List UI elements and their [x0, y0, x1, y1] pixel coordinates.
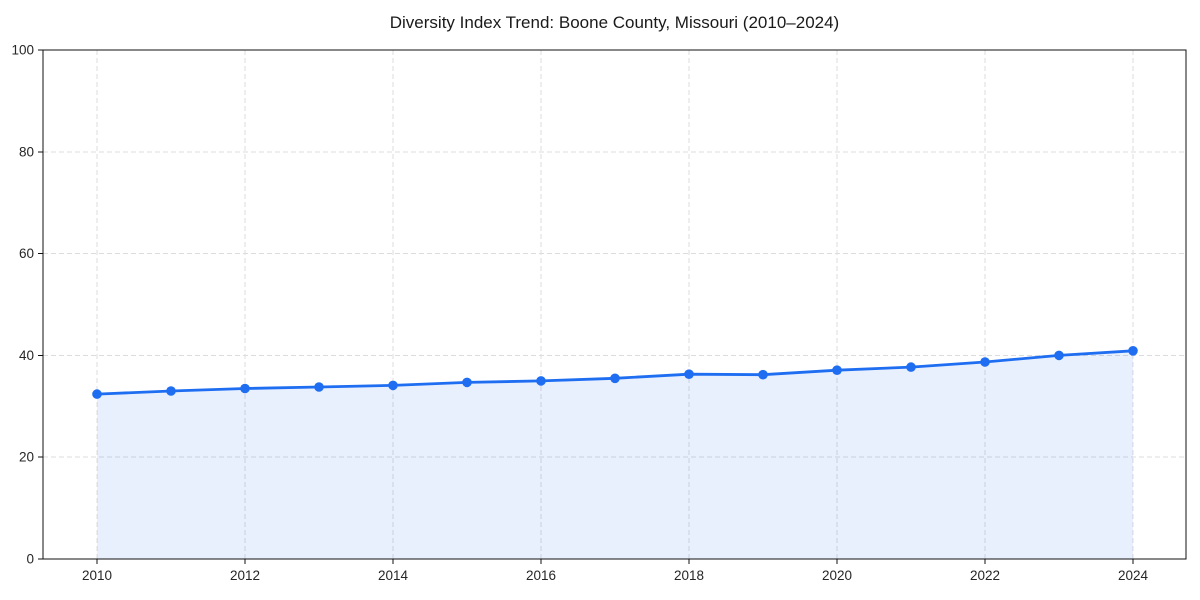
- x-tick-label-2016: 2016: [526, 568, 556, 583]
- data-point-2011: [166, 386, 176, 396]
- data-point-2017: [610, 373, 620, 384]
- data-point-2021: [906, 362, 916, 372]
- x-tick-label-2022: 2022: [970, 568, 1000, 583]
- data-point-2013: [314, 382, 324, 392]
- data-points: [92, 346, 1138, 399]
- x-tick-label-2018: 2018: [674, 568, 704, 583]
- area-under-line: [97, 350, 1133, 559]
- y-tick-label-60: 60: [19, 246, 34, 261]
- x-tick-label-2014: 2014: [378, 568, 409, 583]
- gridlines: [43, 50, 1186, 559]
- data-point-2023: [1054, 350, 1064, 361]
- data-point-2018: [684, 369, 694, 380]
- x-tick-label-2024: 2024: [1118, 568, 1149, 583]
- data-point-2022: [980, 357, 990, 367]
- data-point-2016: [536, 376, 546, 386]
- data-point-2010: [92, 389, 102, 399]
- chart-title: Diversity Index Trend: Boone County, Mis…: [390, 13, 839, 32]
- tick-labels: 2010 2012 2014 2016 2018 2020 2022 2024 0 20 40 60 8…: [11, 43, 1148, 584]
- data-point-2015: [462, 377, 472, 388]
- y-tick-label-20: 20: [19, 450, 34, 465]
- data-point-2012: [240, 383, 250, 394]
- plot-border: [42, 49, 1187, 560]
- area-fill: [97, 350, 1133, 559]
- data-point-2024: [1128, 346, 1138, 356]
- x-tick-label-2010: 2010: [82, 568, 112, 583]
- y-tick-label-0: 0: [26, 552, 34, 567]
- y-tick-label-100: 100: [11, 43, 34, 58]
- y-tick-label-40: 40: [19, 348, 34, 363]
- x-tick-label-2012: 2012: [230, 568, 260, 583]
- x-tick-label-2020: 2020: [822, 568, 852, 583]
- y-tick-label-80: 80: [19, 144, 34, 159]
- axes: [38, 49, 1187, 564]
- data-point-2014: [388, 380, 398, 391]
- data-point-2020: [832, 365, 842, 376]
- data-point-2019: [758, 369, 768, 380]
